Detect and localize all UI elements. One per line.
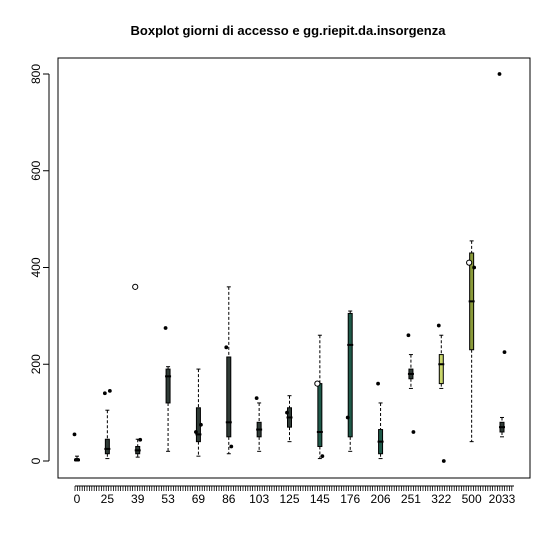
- outlier-point: [194, 430, 198, 434]
- chart-title: Boxplot giorni di accesso e gg.riepit.da…: [131, 23, 447, 38]
- box-iqr: [104, 438, 110, 455]
- box-iqr: [438, 354, 444, 385]
- box-176: [345, 310, 354, 452]
- outlier-point: [132, 283, 139, 290]
- boxes-layer: [72, 72, 507, 463]
- x-tick-label: 2033: [489, 492, 516, 506]
- x-tick-label: 39: [131, 492, 145, 506]
- outlier-point: [472, 265, 477, 270]
- x-tick-label: 103: [249, 492, 269, 506]
- box-53: [163, 326, 172, 452]
- box-125: [285, 395, 293, 443]
- y-tick-label: 200: [29, 354, 43, 374]
- outlier-point: [199, 422, 203, 427]
- box-iqr: [226, 356, 232, 438]
- outlier-point: [102, 391, 107, 396]
- y-tick-label: 0: [29, 457, 43, 464]
- outlier-point: [72, 432, 77, 437]
- outlier-point: [502, 350, 507, 355]
- outlier-point: [376, 381, 380, 386]
- box-25: [102, 388, 112, 460]
- box-86: [224, 286, 234, 455]
- outlier-point: [163, 326, 168, 330]
- x-axis: 0 25 39 53 69 86 103 125 145 176 206 251 322 500 2033: [74, 485, 516, 506]
- box-206: [376, 381, 384, 460]
- box-2033: [497, 72, 507, 438]
- x-tick-label: 251: [401, 492, 421, 506]
- box-69: [194, 368, 203, 457]
- x-tick-label: 25: [101, 492, 115, 506]
- outlier-point: [436, 323, 441, 328]
- plot-frame: [57, 57, 531, 479]
- outlier-point: [497, 72, 502, 76]
- x-tick-label: 69: [192, 492, 206, 506]
- y-tick-label: 400: [29, 257, 43, 277]
- y-tick-label: 600: [29, 160, 43, 180]
- box-322: [436, 323, 446, 463]
- y-axis: 0 200 400 600 800: [29, 64, 50, 464]
- x-tick-label: 500: [462, 492, 482, 506]
- box-iqr: [165, 368, 171, 404]
- x-tick-label: 176: [340, 492, 360, 506]
- box-500: [466, 240, 477, 443]
- outlier-point: [320, 454, 325, 459]
- outlier-point: [285, 410, 289, 415]
- x-tick-label: 0: [74, 492, 81, 506]
- box-iqr: [347, 312, 353, 438]
- outlier-point: [411, 430, 416, 434]
- outlier-point: [229, 444, 234, 449]
- outlier-point: [314, 380, 321, 387]
- outlier-point: [107, 388, 112, 393]
- x-tick-label: 206: [371, 492, 391, 506]
- x-tick-label: 145: [310, 492, 330, 506]
- box-39: [132, 283, 143, 458]
- box-iqr: [317, 383, 323, 447]
- y-tick-label: 800: [29, 64, 43, 84]
- x-tick-label: 125: [279, 492, 299, 506]
- box-0: [72, 432, 80, 462]
- box-145: [314, 334, 325, 460]
- outlier-point: [466, 259, 473, 266]
- outlier-point: [254, 396, 259, 401]
- x-tick-label: 53: [161, 492, 175, 506]
- box-103: [254, 396, 263, 452]
- box-251: [406, 333, 416, 434]
- outlier-point: [441, 459, 446, 463]
- outlier-point: [345, 415, 350, 420]
- x-tick-label: 86: [222, 492, 236, 506]
- x-tick-label: 322: [431, 492, 451, 506]
- outlier-point: [138, 437, 143, 442]
- outlier-point: [406, 333, 411, 338]
- outlier-point: [224, 345, 229, 350]
